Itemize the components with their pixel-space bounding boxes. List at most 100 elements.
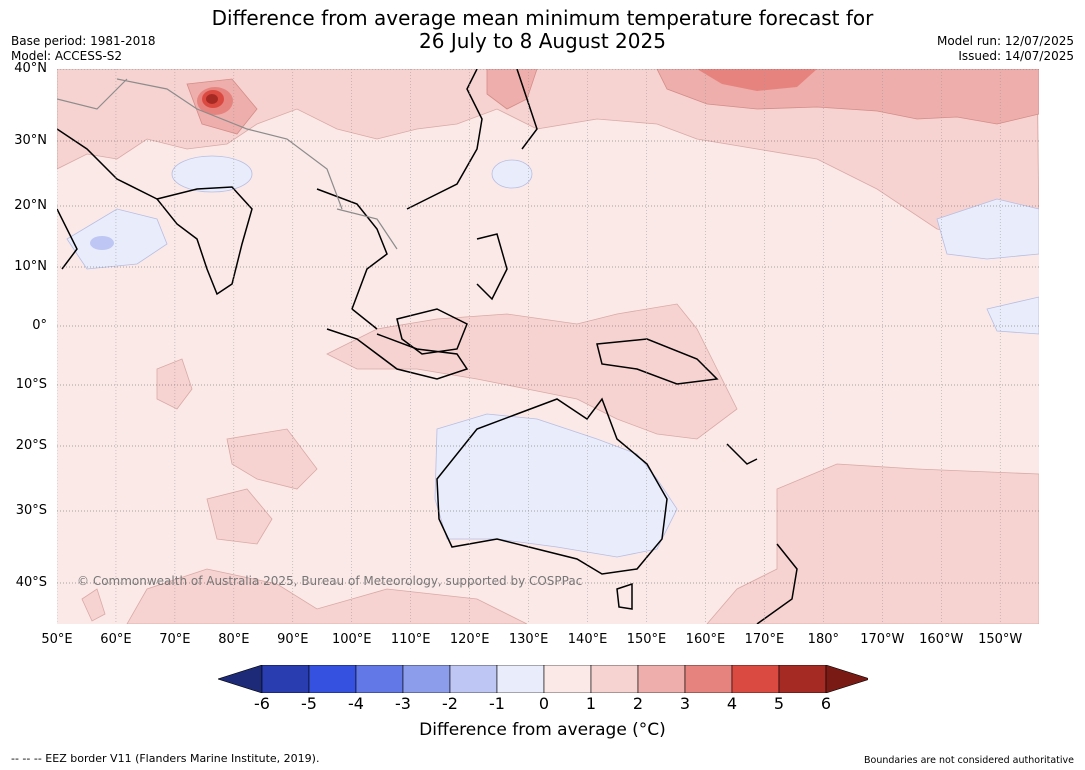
longitude-label: 150°W — [978, 632, 1023, 647]
colorbar-tick-label: 6 — [820, 694, 832, 713]
korea-japan-coast — [516, 69, 538, 150]
colorbar-swatch — [778, 665, 827, 693]
border-himalaya — [116, 78, 343, 210]
longitude-label: 110°E — [390, 632, 431, 647]
anomaly-extreme — [202, 90, 224, 108]
map-title-line2: 26 July to 8 August 2025 — [419, 29, 666, 53]
colorbar-tick-label: -5 — [301, 694, 317, 713]
australia-cool — [434, 413, 678, 558]
southwest-pacific-warm — [706, 463, 1039, 624]
longitude-label: 50°E — [41, 632, 73, 647]
colorbar-swatch — [496, 665, 545, 693]
copyright-notice: © Commonwealth of Australia 2025, Bureau… — [77, 574, 582, 588]
base-period: Base period: 1981-2018 — [11, 34, 156, 48]
borneo-coast — [396, 308, 468, 355]
arabia-coast — [57, 128, 158, 200]
colorbar-swatch — [825, 665, 868, 693]
colorbar-swatch — [308, 665, 357, 693]
central-indian-warm — [226, 428, 318, 490]
north-pacific-hot — [697, 69, 817, 91]
longitude-label: 150°E — [626, 632, 667, 647]
eez-note: -- -- -- EEZ border V11 (Flanders Marine… — [11, 752, 320, 765]
india-coast — [155, 186, 253, 296]
model-name: Model: ACCESS-S2 — [11, 49, 123, 63]
china-coast — [406, 69, 483, 210]
colorbar-tick-label: 1 — [585, 694, 597, 713]
anomaly-1-2-areas — [57, 69, 1039, 624]
coastlines — [57, 69, 798, 624]
colorbar-swatch — [543, 665, 592, 693]
new-caledonia-coast — [726, 443, 758, 465]
new-zealand-coast — [756, 543, 798, 624]
colorbar-tick-label: 5 — [773, 694, 785, 713]
border-indochina — [336, 208, 398, 250]
colorbar-swatch — [261, 665, 310, 693]
colorbar-swatch — [355, 665, 404, 693]
forecast-map: © Commonwealth of Australia 2025, Bureau… — [57, 69, 1039, 624]
maritime-continent-warm — [326, 303, 738, 440]
colorbar-swatch — [637, 665, 686, 693]
arabian-sea-cool — [66, 208, 168, 270]
colorbar-swatches — [218, 665, 868, 693]
southwest-warm-patch — [81, 588, 106, 622]
colorbar-tick-label: 0 — [538, 694, 550, 713]
longitude-label: 170°W — [860, 632, 905, 647]
colorbar-tick-label: -1 — [489, 694, 505, 713]
latitude-label: 40°N — [14, 61, 47, 76]
arabia-south-coast — [57, 208, 78, 270]
latitude-label: 10°S — [15, 377, 47, 392]
longitude-label: 160°E — [685, 632, 726, 647]
longitude-label: 90°E — [277, 632, 309, 647]
colorbar-tick-label: -3 — [395, 694, 411, 713]
colorbar-swatch — [449, 665, 498, 693]
new-guinea-coast — [596, 338, 719, 385]
colorbar-tick-label: 2 — [632, 694, 644, 713]
longitude-label: 140°E — [567, 632, 608, 647]
longitude-label: 130°E — [508, 632, 549, 647]
tasmania-coast — [616, 582, 633, 610]
colorbar-tick-label: -4 — [348, 694, 364, 713]
colorbar-tick-label: 4 — [726, 694, 738, 713]
model-run: Model run: 12/07/2025 — [936, 34, 1074, 48]
border-west-asia — [57, 78, 128, 110]
country-borders — [57, 78, 398, 250]
philippines-coast — [476, 233, 508, 301]
latitude-label: 20°S — [15, 438, 47, 453]
latitude-label: 30°N — [14, 133, 47, 148]
sumatra-java-coast — [326, 328, 469, 380]
colorbar-swatch — [684, 665, 733, 693]
longitude-label: 120°E — [449, 632, 490, 647]
indian-ocean-warm-patch — [156, 358, 193, 410]
colorbar — [218, 665, 868, 693]
colorbar-swatch — [731, 665, 780, 693]
graticule — [57, 69, 1039, 624]
latitude-label: 30°S — [15, 503, 47, 518]
latitude-label: 40°S — [15, 575, 47, 590]
colorbar-swatch — [218, 665, 263, 693]
longitude-label: 180° — [807, 632, 839, 647]
colorbar-tick-label: -2 — [442, 694, 458, 713]
latitude-label: 0° — [32, 318, 47, 333]
arabian-sea-cool-core — [90, 236, 114, 250]
north-india-cool — [171, 155, 253, 193]
colorbar-tick-label: -6 — [254, 694, 270, 713]
longitude-label: 60°E — [100, 632, 132, 647]
longitude-label: 100°E — [331, 632, 372, 647]
east-pacific-cool — [936, 198, 1039, 260]
colorbar-swatch — [590, 665, 639, 693]
philippine-sea-cool — [491, 159, 533, 189]
southern-indian-warm — [126, 568, 528, 624]
east-asia-warm — [486, 69, 538, 110]
south-indian-warm — [206, 488, 273, 545]
northern-warm-band — [57, 69, 1039, 240]
australia-coast — [436, 397, 668, 575]
colorbar-label: Difference from average (°C) — [419, 720, 666, 740]
issued-date: Issued: 14/07/2025 — [958, 49, 1074, 63]
map-canvas: © Commonwealth of Australia 2025, Bureau… — [57, 69, 1039, 624]
boundaries-note: Boundaries are not considered authoritat… — [864, 755, 1074, 766]
latitude-label: 10°N — [14, 259, 47, 274]
colorbar-tick-label: 3 — [679, 694, 691, 713]
latitude-label: 20°N — [14, 198, 47, 213]
longitude-label: 70°E — [159, 632, 191, 647]
longitude-label: 170°E — [744, 632, 785, 647]
